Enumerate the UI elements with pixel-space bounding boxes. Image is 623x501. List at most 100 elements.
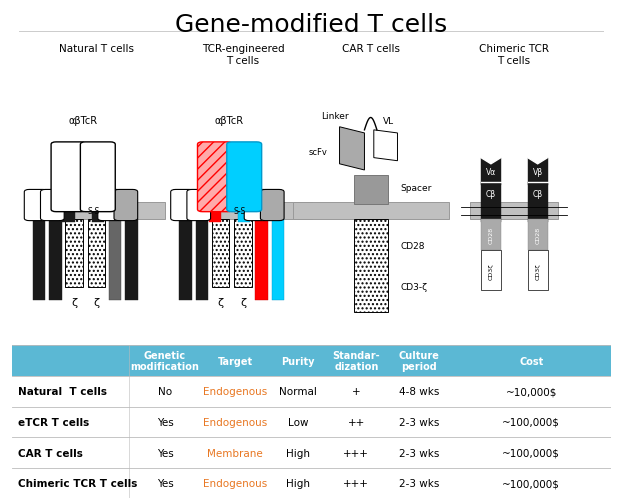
Text: 2-3 wks: 2-3 wks	[399, 478, 439, 488]
Text: ++: ++	[348, 417, 365, 427]
Text: 2-3 wks: 2-3 wks	[399, 448, 439, 457]
Bar	[528, 220, 548, 250]
Text: Natural  T cells: Natural T cells	[19, 387, 107, 396]
Text: VL: VL	[383, 117, 394, 126]
Text: ε: ε	[50, 198, 55, 207]
Text: αβTcR: αβTcR	[69, 116, 97, 126]
Text: scFv: scFv	[308, 148, 327, 157]
Bar	[33, 220, 45, 300]
Polygon shape	[481, 158, 501, 164]
Text: Standar-
dization: Standar- dization	[333, 350, 380, 372]
Text: CD3-ζ: CD3-ζ	[401, 282, 427, 291]
Bar	[528, 250, 548, 291]
Text: Vβ: Vβ	[533, 168, 543, 177]
Text: Chimeric TCR T cells: Chimeric TCR T cells	[19, 478, 138, 488]
Text: Gene-modified T cells: Gene-modified T cells	[176, 13, 447, 37]
Text: Cβ: Cβ	[533, 189, 543, 198]
Bar	[28, 203, 165, 220]
Text: S-S: S-S	[234, 207, 246, 216]
Bar	[209, 207, 221, 222]
Text: αβTcR: αβTcR	[215, 116, 244, 126]
Bar	[49, 220, 62, 300]
Text: Target: Target	[217, 356, 253, 366]
Text: ζ: ζ	[240, 297, 246, 307]
Text: Vα: Vα	[486, 168, 496, 177]
Text: ζ: ζ	[217, 297, 224, 307]
Text: ε: ε	[254, 198, 259, 207]
Text: Spacer: Spacer	[401, 184, 432, 193]
Bar	[196, 220, 208, 300]
Text: δ: δ	[123, 198, 128, 207]
Text: CAR T cells: CAR T cells	[19, 448, 83, 457]
FancyBboxPatch shape	[197, 143, 232, 212]
Bar	[528, 183, 548, 204]
Polygon shape	[340, 127, 364, 171]
Text: γ: γ	[34, 198, 39, 207]
FancyBboxPatch shape	[80, 143, 115, 212]
Bar	[481, 250, 501, 291]
Text: Cβ: Cβ	[486, 189, 496, 198]
Bar	[174, 203, 312, 220]
Text: CD28: CD28	[488, 227, 493, 244]
Text: Yes: Yes	[156, 417, 173, 427]
Text: CAR T cells: CAR T cells	[341, 44, 400, 54]
Bar	[470, 203, 558, 220]
Bar	[65, 220, 83, 288]
Text: Endogenous: Endogenous	[203, 478, 267, 488]
Bar	[528, 204, 548, 223]
Bar	[12, 346, 611, 376]
Text: ~10,000$: ~10,000$	[506, 387, 557, 396]
Text: Normal: Normal	[279, 387, 317, 396]
Text: ζ: ζ	[71, 297, 77, 307]
Polygon shape	[374, 131, 397, 161]
Text: Natural T cells: Natural T cells	[59, 44, 134, 54]
FancyBboxPatch shape	[187, 190, 211, 221]
Text: Genetic
modification: Genetic modification	[131, 350, 199, 372]
Text: CD3ζ: CD3ζ	[488, 263, 493, 279]
FancyBboxPatch shape	[24, 190, 48, 221]
Bar	[354, 175, 388, 204]
Bar	[481, 204, 501, 223]
FancyBboxPatch shape	[40, 190, 64, 221]
Polygon shape	[528, 158, 548, 164]
Bar	[92, 207, 104, 222]
Text: Membrane: Membrane	[207, 448, 263, 457]
FancyBboxPatch shape	[171, 190, 194, 221]
Text: Yes: Yes	[156, 478, 173, 488]
Bar	[481, 183, 501, 204]
Bar	[109, 220, 121, 300]
Text: +++: +++	[343, 478, 369, 488]
Text: Low: Low	[288, 417, 308, 427]
FancyBboxPatch shape	[260, 190, 284, 221]
Bar	[293, 203, 449, 220]
Bar	[62, 207, 75, 222]
Bar	[88, 220, 105, 288]
Text: ε: ε	[107, 198, 112, 207]
Text: δ: δ	[270, 198, 275, 207]
Text: CD3ζ: CD3ζ	[535, 263, 540, 279]
Text: ζ: ζ	[93, 297, 100, 307]
FancyBboxPatch shape	[114, 190, 138, 221]
Text: ε: ε	[196, 198, 201, 207]
Bar	[238, 207, 250, 222]
Text: +++: +++	[343, 448, 369, 457]
Text: Yes: Yes	[156, 448, 173, 457]
Text: High: High	[286, 478, 310, 488]
FancyBboxPatch shape	[227, 143, 262, 212]
Text: ~100,000$: ~100,000$	[502, 417, 560, 427]
Text: ~100,000$: ~100,000$	[502, 478, 560, 488]
Text: Chimeric TCR
T cells: Chimeric TCR T cells	[479, 44, 549, 66]
Text: +: +	[352, 387, 361, 396]
FancyBboxPatch shape	[51, 143, 86, 212]
Bar	[481, 158, 501, 186]
Text: Endogenous: Endogenous	[203, 417, 267, 427]
Text: Linker: Linker	[321, 112, 348, 121]
Text: Culture
period: Culture period	[399, 350, 440, 372]
Text: CD28: CD28	[535, 227, 540, 244]
Text: 4-8 wks: 4-8 wks	[399, 387, 439, 396]
Bar	[272, 220, 284, 300]
Bar	[354, 220, 388, 313]
Bar	[125, 220, 138, 300]
Bar	[481, 220, 501, 250]
Text: S-S: S-S	[87, 207, 100, 216]
